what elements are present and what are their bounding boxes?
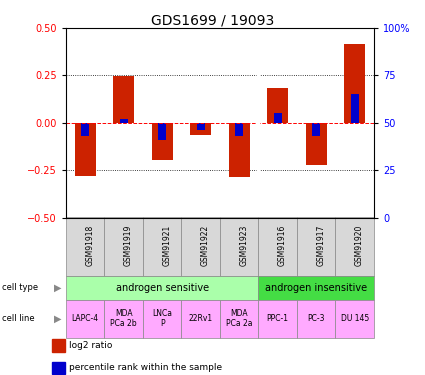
Bar	[81, 123, 89, 136]
Text: GDS1699 / 19093: GDS1699 / 19093	[151, 13, 274, 27]
Bar	[258, 300, 297, 338]
Bar	[143, 300, 181, 338]
Bar	[66, 217, 105, 276]
Text: MDA
PCa 2a: MDA PCa 2a	[226, 309, 252, 328]
Text: LNCa
P: LNCa P	[152, 309, 172, 328]
Bar	[235, 123, 243, 136]
Text: percentile rank within the sample: percentile rank within the sample	[69, 363, 222, 372]
Text: ▶: ▶	[54, 314, 61, 324]
Bar	[312, 123, 320, 136]
Text: GSM91917: GSM91917	[316, 225, 325, 266]
Text: GSM91920: GSM91920	[355, 225, 364, 266]
Bar	[274, 113, 281, 123]
Bar	[297, 217, 335, 276]
Bar	[74, 123, 96, 176]
Bar	[297, 300, 335, 338]
Bar	[258, 217, 297, 276]
Bar	[306, 123, 327, 165]
Bar	[52, 339, 65, 352]
Text: PC-3: PC-3	[307, 314, 325, 323]
Text: 22Rv1: 22Rv1	[189, 314, 213, 323]
Text: GSM91923: GSM91923	[239, 225, 248, 266]
Text: GSM91916: GSM91916	[278, 225, 287, 266]
Bar	[52, 362, 65, 374]
Bar	[258, 276, 374, 300]
Bar	[105, 300, 143, 338]
Text: GSM91919: GSM91919	[124, 225, 133, 266]
Bar	[181, 300, 220, 338]
Bar	[197, 123, 204, 130]
Bar	[229, 123, 250, 177]
Bar	[267, 88, 288, 123]
Text: cell type: cell type	[2, 284, 38, 292]
Bar	[220, 300, 258, 338]
Text: MDA
PCa 2b: MDA PCa 2b	[110, 309, 137, 328]
Text: cell line: cell line	[2, 314, 35, 323]
Text: ▶: ▶	[54, 283, 61, 293]
Text: androgen sensitive: androgen sensitive	[116, 283, 209, 293]
Bar	[190, 123, 211, 135]
Text: androgen insensitive: androgen insensitive	[265, 283, 367, 293]
Bar	[66, 276, 258, 300]
Bar	[351, 94, 359, 123]
Text: LAPC-4: LAPC-4	[71, 314, 99, 323]
Text: log2 ratio: log2 ratio	[69, 341, 113, 350]
Bar	[120, 119, 128, 123]
Bar	[113, 76, 134, 123]
Bar	[181, 217, 220, 276]
Bar	[143, 217, 181, 276]
Bar	[335, 217, 374, 276]
Bar	[66, 300, 105, 338]
Bar	[158, 123, 166, 140]
Text: GSM91921: GSM91921	[162, 225, 171, 266]
Bar	[152, 123, 173, 160]
Text: PPC-1: PPC-1	[267, 314, 289, 323]
Bar	[335, 300, 374, 338]
Bar	[344, 44, 366, 123]
Text: GSM91918: GSM91918	[85, 225, 94, 266]
Text: DU 145: DU 145	[340, 314, 369, 323]
Bar	[105, 217, 143, 276]
Text: GSM91922: GSM91922	[201, 225, 210, 266]
Bar	[220, 217, 258, 276]
